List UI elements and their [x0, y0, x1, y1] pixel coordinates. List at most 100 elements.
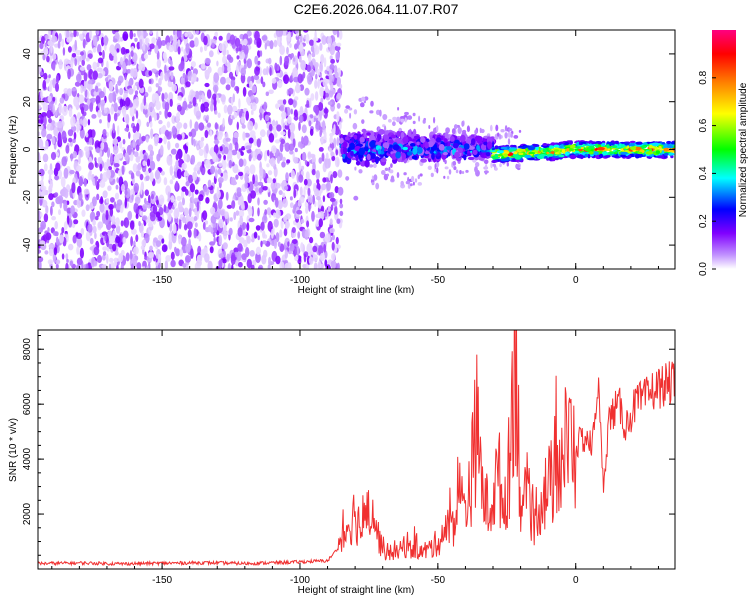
heatmap-cell [554, 152, 559, 155]
heatmap-cell [213, 236, 216, 244]
heatmap-cell [587, 154, 591, 159]
heatmap-cell [171, 204, 175, 210]
heatmap-cell [244, 132, 250, 138]
heatmap-cell [345, 105, 351, 109]
heatmap-cell [52, 53, 57, 60]
heatmap-cell [299, 33, 303, 44]
heatmap-cell [151, 93, 156, 104]
heatmap-cell [132, 138, 136, 148]
heatmap-cell [500, 146, 508, 150]
heatmap-cell [218, 259, 223, 268]
heatmap-cell [158, 194, 165, 206]
heatmap-cell [407, 115, 413, 120]
heatmap-cell [329, 44, 336, 56]
heatmap-cell [235, 210, 240, 216]
heatmap-cell [270, 157, 276, 167]
heatmap-cell [320, 54, 325, 64]
heatmap-cell [289, 43, 292, 48]
heatmap-cell [68, 243, 74, 251]
heatmap-cell [326, 181, 331, 192]
heatmap-cell [178, 63, 184, 72]
heatmap-cell [513, 151, 518, 155]
heatmap-cell [598, 153, 604, 159]
heatmap-cell [255, 225, 261, 231]
heatmap-cell [250, 264, 255, 269]
heatmap-cell [108, 243, 114, 250]
heatmap-cell [274, 139, 281, 144]
heatmap-cell [147, 144, 154, 152]
heatmap-cell [102, 190, 108, 199]
heatmap-cell [417, 182, 422, 186]
heatmap-cell [132, 125, 137, 134]
heatmap-cell [257, 60, 261, 65]
heatmap-cell [428, 125, 431, 129]
heatmap-cell [294, 83, 301, 94]
heatmap-cell [222, 50, 226, 56]
heatmap-cell [267, 170, 273, 176]
heatmap-cell [189, 40, 196, 48]
heatmap-cell [427, 165, 432, 170]
heatmap-cell [601, 151, 608, 156]
heatmap-cell [371, 181, 375, 186]
heatmap-cell [248, 207, 253, 217]
heatmap-cell [165, 255, 172, 262]
heatmap-cell [110, 106, 114, 115]
heatmap-cell [395, 116, 401, 123]
heatmap-cell [120, 220, 124, 227]
heatmap-cell [509, 147, 517, 150]
heatmap-cell [188, 131, 193, 137]
heatmap-cell [145, 175, 150, 181]
heatmap-cell [247, 90, 254, 97]
heatmap-cell [568, 148, 574, 152]
heatmap-cell [164, 130, 170, 138]
heatmap-cell [163, 135, 167, 145]
heatmap-cell [233, 211, 237, 221]
heatmap-cell [444, 141, 448, 147]
heatmap-cell [378, 129, 385, 135]
heatmap-cell [209, 148, 214, 156]
heatmap-cell [103, 161, 108, 171]
heatmap-cell [144, 189, 149, 196]
heatmap-cell [190, 61, 196, 68]
heatmap-cell [212, 151, 217, 163]
heatmap-cell [101, 264, 108, 269]
heatmap-cell [645, 151, 653, 155]
heatmap-cell [461, 171, 465, 174]
heatmap-cell [38, 119, 44, 124]
heatmap-cell [99, 179, 106, 188]
heatmap-cell [58, 103, 63, 115]
heatmap-cell [79, 247, 84, 259]
heatmap-cell [446, 175, 450, 180]
heatmap-cell [405, 180, 411, 185]
heatmap-cell [304, 159, 308, 166]
heatmap-cell [297, 199, 302, 207]
heatmap-cell [80, 106, 85, 115]
heatmap-cell [257, 207, 260, 217]
heatmap-cell [182, 72, 186, 79]
heatmap-cell [76, 257, 83, 266]
heatmap-cell [167, 111, 172, 118]
heatmap-cell [40, 89, 43, 99]
heatmap-cell [518, 152, 524, 155]
heatmap-cell [416, 141, 421, 146]
heatmap-cell [213, 139, 220, 145]
heatmap-cell [333, 200, 338, 207]
heatmap-cell [89, 102, 94, 113]
heatmap-cell [303, 30, 309, 33]
heatmap-cell [444, 166, 449, 170]
heatmap-cell [85, 204, 90, 212]
heatmap-cell [117, 125, 120, 136]
heatmap-cell [351, 157, 356, 161]
heatmap-cell [257, 197, 260, 206]
heatmap-cell [327, 206, 331, 212]
heatmap-cell [384, 167, 389, 171]
heatmap-cell [92, 35, 97, 47]
heatmap-cell [156, 199, 159, 206]
heatmap-cell [344, 108, 349, 114]
heatmap-cell [597, 147, 605, 151]
heatmap-cell [321, 152, 325, 162]
heatmap-cell [74, 58, 78, 67]
heatmap-cell [155, 240, 162, 248]
heatmap-cell [336, 262, 340, 269]
